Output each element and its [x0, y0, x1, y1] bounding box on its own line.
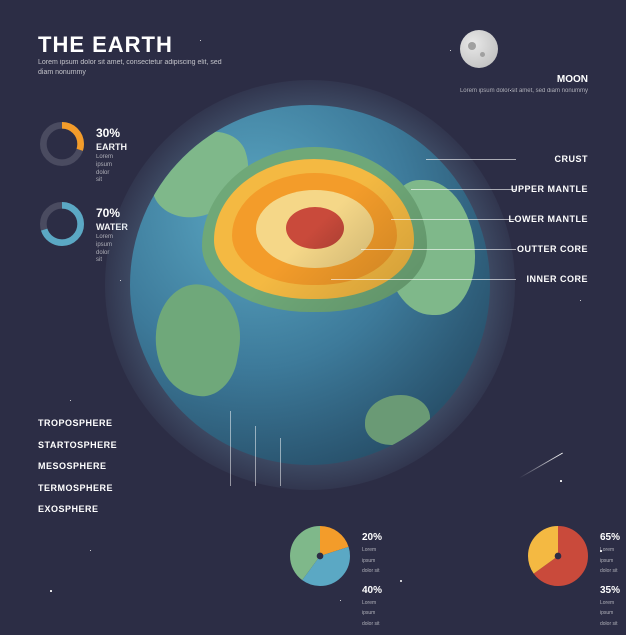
atmo-item: TROPOSPHERE: [38, 413, 117, 435]
pie1-pct2: 40%: [362, 585, 382, 596]
atmo-line-1: [230, 411, 231, 486]
earth-donut-chart: 30% EARTH Lorem ipsum dolor sit: [38, 120, 86, 168]
pie2-pct1: 65%: [600, 532, 620, 543]
pie1-pct1: 20%: [362, 532, 382, 543]
pie1-desc: Lorem ipsum dolor sit: [362, 547, 380, 574]
inner-core-label: INNER CORE: [526, 274, 588, 284]
earth-label: EARTH: [96, 142, 127, 152]
star: [400, 580, 402, 582]
pie2-desc: Lorem ipsum dolor sit: [600, 547, 618, 574]
atmo-line-3: [280, 438, 281, 486]
moon-label: MOON: [460, 74, 588, 85]
star: [560, 480, 562, 482]
moon-section: MOON Lorem ipsum dolor sit amet, sed dia…: [460, 30, 588, 96]
crust-line: [426, 159, 516, 160]
star: [600, 550, 602, 552]
outer-core-line: [361, 249, 516, 250]
upper-mantle-label: UPPER MANTLE: [511, 184, 588, 194]
atmo-item: EXOSPHERE: [38, 499, 117, 521]
earth-text: Lorem ipsum dolor sit: [96, 154, 113, 185]
page-title: THE EARTH: [38, 32, 173, 58]
page-subtitle: Lorem ipsum dolor sit amet, consectetur …: [38, 58, 238, 78]
pie2-desc: Lorem ipsum dolor sit: [600, 600, 618, 627]
pie1-desc: Lorem ipsum dolor sit: [362, 600, 380, 627]
star: [340, 600, 341, 601]
earth-pct: 30%: [96, 126, 120, 140]
water-donut-chart: 70% WATER Lorem ipsum dolor sit: [38, 200, 86, 248]
lower-mantle-line: [391, 219, 516, 220]
star: [580, 300, 581, 301]
upper-mantle-line: [411, 189, 516, 190]
pie2-pct2: 35%: [600, 585, 620, 596]
star: [70, 400, 71, 401]
pie-chart-1: 20%Lorem ipsum dolor sit 40%Lorem ipsum …: [290, 526, 350, 591]
inner-core-line: [331, 279, 516, 280]
star: [510, 90, 511, 91]
star: [90, 550, 91, 551]
star: [50, 590, 52, 592]
inner-core-layer: [286, 207, 344, 249]
moon-icon: [460, 30, 498, 68]
atmosphere-list: TROPOSPHERE STARTOSPHERE MESOSPHERE TERM…: [38, 413, 117, 521]
atmo-item: TERMOSPHERE: [38, 478, 117, 500]
lower-mantle-label: LOWER MANTLE: [509, 214, 589, 224]
atmo-item: STARTOSPHERE: [38, 435, 117, 457]
star: [200, 40, 201, 41]
star: [120, 280, 121, 281]
outer-core-label: OUTTER CORE: [517, 244, 588, 254]
earth-cutaway: [202, 147, 427, 317]
shooting-star: [519, 453, 563, 479]
moon-text: Lorem ipsum dolor sit amet, sed diam non…: [460, 88, 588, 96]
crust-label: CRUST: [555, 154, 589, 164]
atmo-line-2: [255, 426, 256, 486]
star: [450, 50, 451, 51]
pie-chart-2: 65%Lorem ipsum dolor sit 35%Lorem ipsum …: [528, 526, 588, 591]
atmo-item: MESOSPHERE: [38, 456, 117, 478]
